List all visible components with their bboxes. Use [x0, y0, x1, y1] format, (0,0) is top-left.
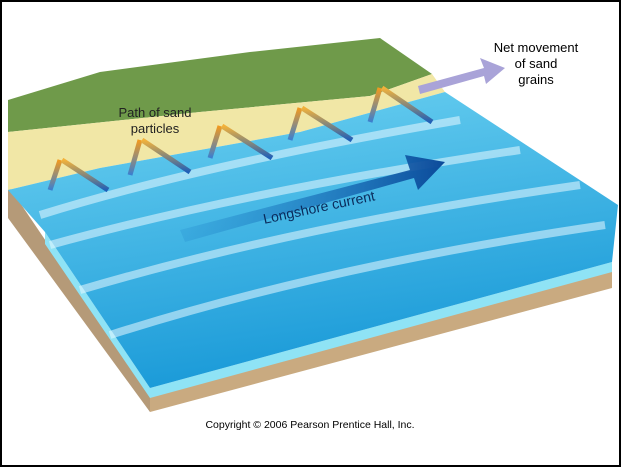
up-arrow [47, 159, 63, 191]
cliff-side [8, 185, 150, 412]
wave [78, 181, 581, 294]
water [8, 92, 618, 388]
label-line: Net movement [494, 40, 579, 55]
wave [48, 146, 521, 249]
longshore-arrow [180, 155, 445, 242]
hills [8, 38, 432, 132]
net-arrow [418, 58, 505, 94]
down-arrow [300, 105, 354, 143]
base-side [150, 270, 612, 412]
label-line: Path of sand [119, 105, 192, 120]
label-line: particles [131, 121, 180, 136]
net-movement-label: Net movement of sand grains [494, 40, 579, 87]
copyright: Copyright © 2006 Pearson Prentice Hall, … [205, 419, 414, 431]
down-arrow [60, 157, 110, 193]
wave-lines [38, 116, 606, 339]
down-arrow [380, 85, 434, 125]
down-arrow [140, 137, 192, 175]
up-arrow [287, 107, 303, 141]
path-label: Path of sand particles [119, 105, 192, 136]
wave [38, 116, 461, 219]
up-arrow [127, 139, 143, 176]
down-arrow [220, 123, 274, 161]
label-line: grains [518, 72, 554, 87]
up-arrow [367, 87, 383, 123]
sand-paths [47, 85, 434, 193]
up-arrow [207, 125, 223, 159]
label-line: of sand [515, 56, 558, 71]
beach [8, 74, 445, 190]
wave [108, 221, 606, 339]
